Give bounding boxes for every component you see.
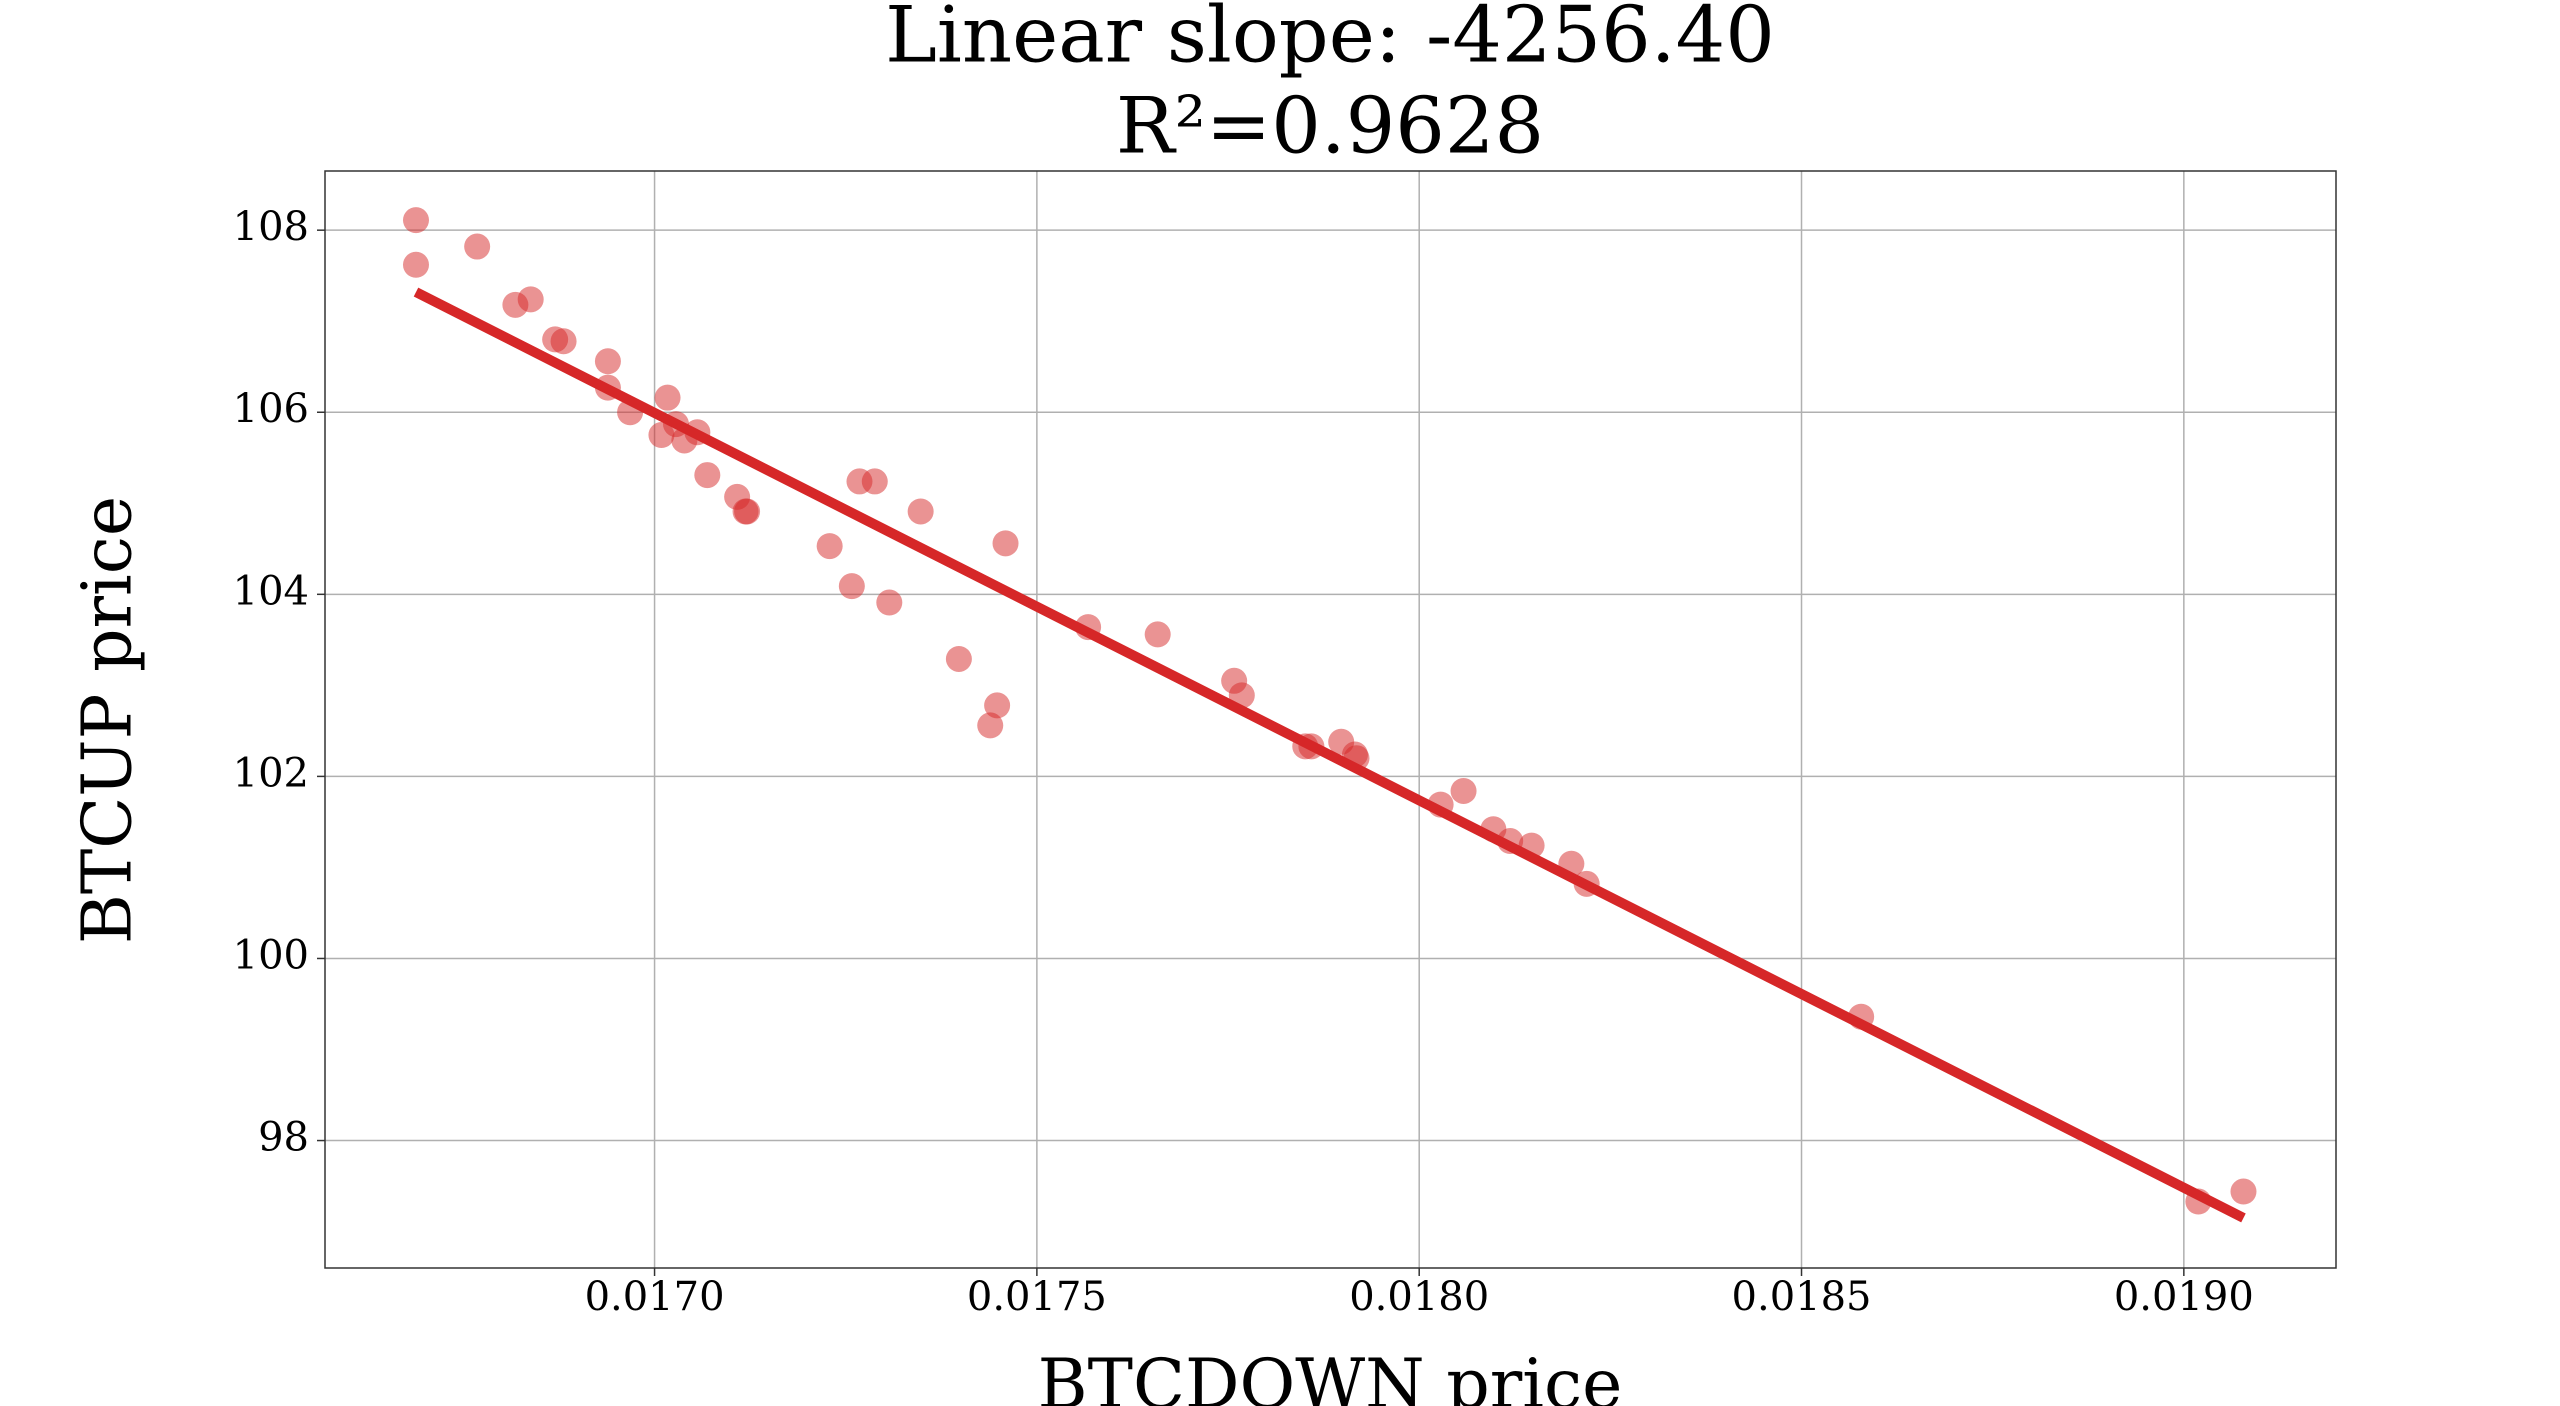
scatter-point (2230, 1178, 2257, 1205)
y-tick-label: 106 (233, 386, 309, 432)
scatter-point (402, 207, 429, 234)
x-tick-label: 0.0180 (1349, 1274, 1489, 1320)
scatter-point (907, 498, 934, 525)
y-axis-label: BTCUP price (69, 496, 148, 944)
tick-labels: 0.0170 0.0175 0.0180 0.0185 0.0190 98 100 102 10… (233, 204, 2254, 1320)
scatter-point (977, 712, 1004, 739)
scatter-point (594, 348, 621, 375)
y-tick-label: 98 (258, 1115, 309, 1161)
x-axis-label: BTCDOWN price (1038, 1346, 1623, 1406)
scatter-point (992, 530, 1019, 557)
scatter-point (402, 251, 429, 278)
x-tick-label: 0.0175 (967, 1274, 1107, 1320)
scatter-point (876, 589, 903, 616)
scatter-point (861, 468, 888, 495)
y-tick-label: 108 (233, 204, 309, 250)
scatter-point (1450, 777, 1477, 804)
x-tick-label: 0.0190 (2114, 1274, 2254, 1320)
plot-frame (324, 170, 2337, 1269)
chart-title: Linear slope: -4256.40 (885, 0, 1775, 81)
scatter-point (984, 692, 1011, 719)
grid (325, 171, 2336, 1268)
y-tick-label: 102 (233, 750, 309, 796)
plot-marks (402, 207, 2257, 1223)
scatter-point (838, 573, 865, 600)
y-tick-label: 100 (233, 932, 309, 978)
scatter-point (816, 533, 843, 560)
chart-subtitle: R²=0.9628 (1116, 82, 1544, 172)
scatter-point (694, 462, 721, 489)
scatter-point (464, 233, 491, 260)
scatter-point (1144, 621, 1171, 648)
regression-line (413, 287, 2246, 1223)
scatter-point (654, 384, 681, 411)
scatter-point (734, 498, 761, 525)
x-tick-label: 0.0170 (585, 1274, 725, 1320)
scatter-point (517, 286, 544, 313)
x-tick-label: 0.0185 (1732, 1274, 1872, 1320)
y-tick-label: 104 (233, 568, 309, 614)
scatter-point (945, 645, 972, 672)
scatter-point (550, 328, 577, 355)
